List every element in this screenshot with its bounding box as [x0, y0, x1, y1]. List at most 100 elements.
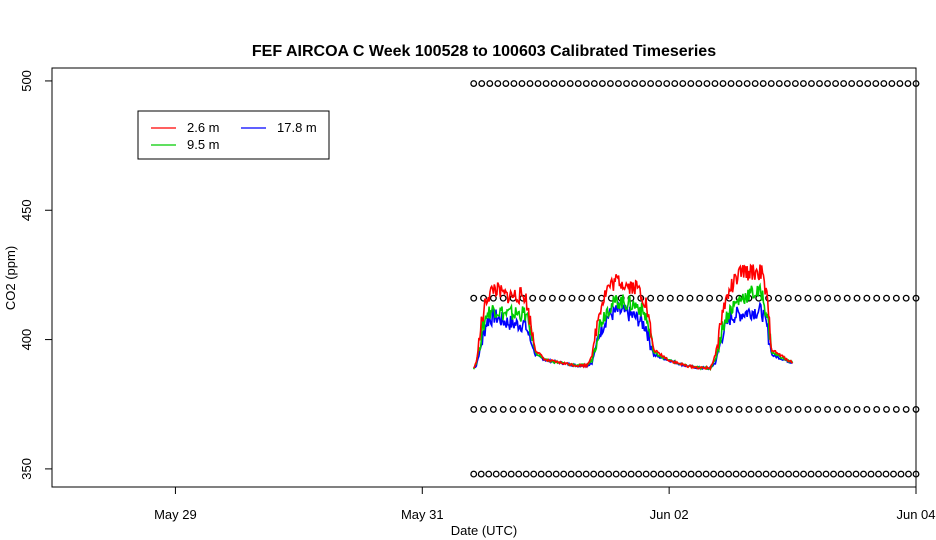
reference-point-marker	[843, 294, 851, 302]
x-tick-label: Jun 02	[650, 507, 689, 522]
reference-point-marker	[623, 80, 630, 87]
reference-point-marker	[703, 80, 711, 87]
reference-point-marker	[502, 80, 510, 87]
reference-point-marker	[550, 80, 558, 87]
reference-point-marker	[582, 80, 590, 87]
reference-point-marker	[695, 470, 703, 478]
reference-point-marker	[706, 405, 714, 413]
reference-point-marker	[500, 470, 508, 478]
reference-point-marker	[863, 294, 871, 302]
reference-point-marker	[530, 470, 538, 478]
reference-point-marker	[539, 294, 546, 302]
reference-point-marker	[872, 80, 880, 87]
reference-point-marker	[883, 405, 890, 413]
reference-point-marker	[873, 405, 881, 413]
reference-point-marker	[598, 405, 605, 413]
reference-point-marker	[832, 80, 840, 87]
reference-point-marker	[794, 294, 802, 302]
x-tick-label: May 31	[401, 507, 444, 522]
reference-point-marker	[770, 470, 778, 478]
reference-point-marker	[735, 80, 743, 87]
reference-point-marker	[477, 470, 485, 478]
reference-point-marker	[822, 470, 830, 478]
reference-point-marker	[864, 80, 872, 87]
reference-point-marker	[824, 80, 831, 87]
reference-point-marker	[499, 405, 507, 413]
reference-point-marker	[856, 80, 864, 87]
reference-point-marker	[815, 470, 822, 478]
reference-point-marker	[696, 294, 704, 302]
reference-point-marker	[882, 470, 890, 478]
reference-point-marker	[637, 405, 645, 413]
reference-point-marker	[590, 470, 598, 478]
reference-point-marker	[642, 470, 650, 478]
reference-point-marker	[588, 405, 596, 413]
reference-point-marker	[588, 294, 596, 302]
reference-point-marker	[470, 80, 478, 87]
reference-point-marker	[717, 470, 725, 478]
reference-point-marker	[814, 405, 822, 413]
reference-point-marker	[558, 405, 566, 413]
reference-point-marker	[470, 470, 478, 478]
reference-point-marker	[852, 470, 860, 478]
reference-point-marker	[767, 80, 775, 87]
reference-point-marker	[863, 405, 871, 413]
series-line-17-8-m	[473, 300, 793, 371]
reference-point-marker	[617, 405, 625, 413]
reference-point-marker	[715, 294, 723, 302]
reference-point-marker	[860, 470, 867, 478]
reference-point-marker	[912, 470, 920, 478]
reference-point-marker	[672, 470, 680, 478]
reference-point-marker	[478, 80, 486, 87]
series-line-9-5-m	[472, 282, 794, 371]
reference-point-marker	[545, 470, 553, 478]
reference-point-marker	[743, 80, 751, 87]
reference-point-marker	[665, 470, 673, 478]
reference-point-marker	[890, 470, 897, 478]
reference-point-marker	[650, 470, 658, 478]
reference-point-marker	[485, 470, 493, 478]
reference-point-marker	[732, 470, 740, 478]
reference-point-marker	[631, 80, 638, 87]
reference-point-marker	[853, 294, 861, 302]
y-tick-label: 400	[19, 329, 34, 351]
reference-point-marker	[518, 80, 526, 87]
reference-point-marker	[725, 470, 733, 478]
reference-point-marker	[529, 405, 537, 413]
reference-point-marker	[635, 470, 643, 478]
y-tick-label: 450	[19, 199, 34, 221]
y-axis: 350 400 450 500	[19, 70, 52, 480]
reference-point-marker	[519, 405, 527, 413]
reference-point-marker	[759, 80, 767, 87]
reference-point-marker	[747, 470, 755, 478]
reference-point-marker	[816, 80, 823, 87]
reference-point-marker	[529, 294, 537, 302]
reference-point-marker	[489, 405, 497, 413]
reference-point-marker	[598, 80, 606, 87]
reference-point-marker	[905, 470, 912, 478]
reference-point-marker	[526, 80, 534, 87]
reference-point-marker	[676, 405, 684, 413]
reference-point-marker	[597, 470, 605, 478]
reference-point-marker	[725, 405, 733, 413]
reference-point-marker	[888, 80, 896, 87]
reference-point-marker	[912, 80, 920, 87]
reference-point-marker	[615, 80, 622, 87]
reference-point-marker	[647, 80, 655, 87]
reference-point-marker	[875, 470, 882, 478]
reference-point-marker	[605, 470, 613, 478]
y-axis-title: CO2 (ppm)	[3, 246, 18, 310]
legend: 2.6 m 9.5 m 17.8 m	[137, 110, 330, 160]
reference-point-marker	[606, 80, 614, 87]
reference-point-marker	[578, 294, 586, 302]
reference-point-marker	[558, 294, 566, 302]
reference-point-marker	[896, 80, 904, 87]
reference-point-marker	[567, 470, 575, 478]
reference-point-marker	[480, 405, 487, 413]
reference-point-marker	[574, 80, 582, 87]
reference-point-marker	[751, 80, 759, 87]
reference-point-marker	[833, 405, 841, 413]
reference-point-marker	[799, 80, 807, 87]
reference-point-marker	[867, 470, 875, 478]
reference-point-marker	[558, 80, 566, 87]
